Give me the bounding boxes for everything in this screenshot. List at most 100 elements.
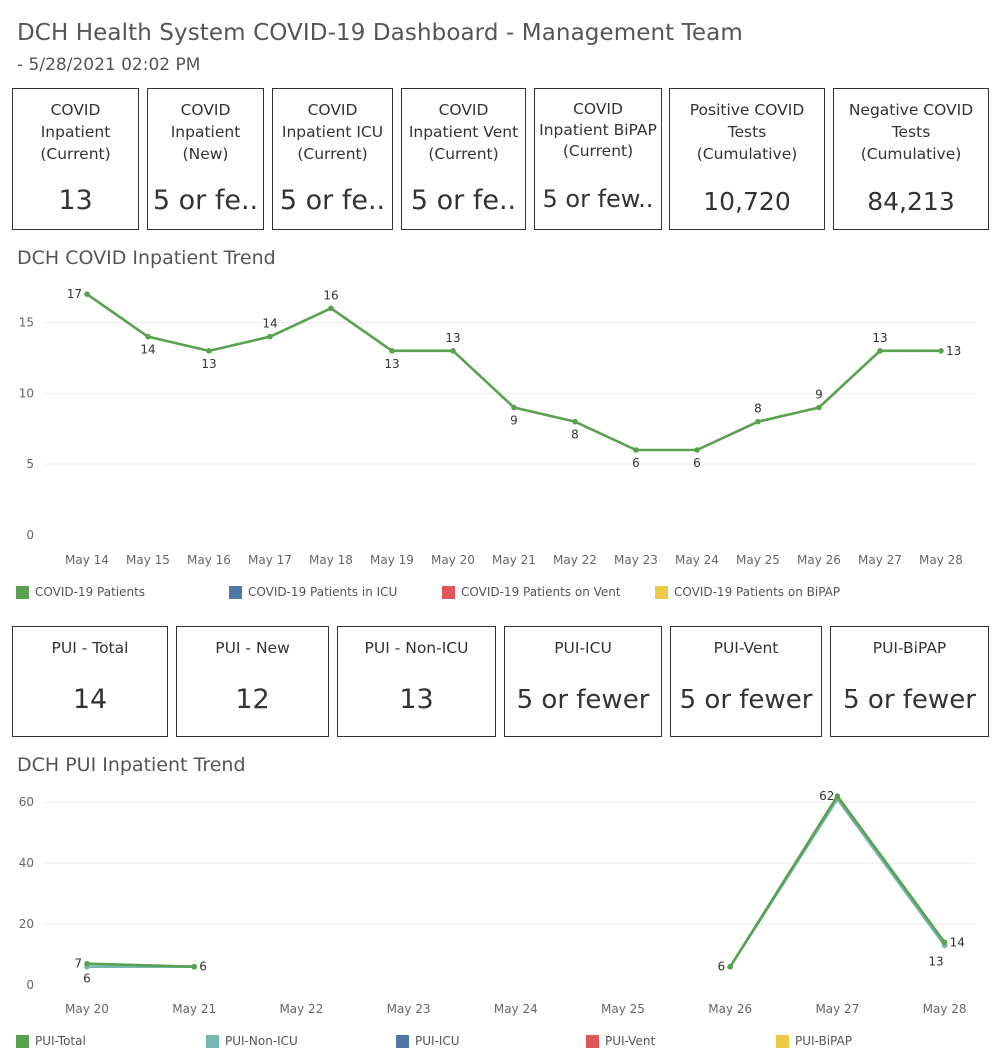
data-point[interactable] [389,348,395,354]
legend-item[interactable]: COVID-19 Patients [16,585,145,599]
data-point[interactable] [941,939,948,946]
data-label: 13 [928,954,943,968]
legend-item[interactable]: COVID-19 Patients in ICU [229,585,397,599]
kpi-value: 5 or fe.. [410,185,517,216]
kpi-value: 5 or few.. [542,185,654,213]
legend-item[interactable]: PUI-Total [16,1034,86,1048]
kpi-positive-tests[interactable]: Positive COVID Tests (Cumulative) 10,720 [669,88,825,230]
legend-label: PUI-ICU [415,1034,460,1048]
x-tick-label: May 21 [172,1002,216,1016]
data-point[interactable] [84,960,90,967]
data-point[interactable] [267,333,273,340]
legend-label: COVID-19 Patients [35,585,146,599]
legend-item[interactable]: PUI-Non-ICU [206,1034,298,1048]
data-point[interactable] [572,418,578,425]
data-label: 13 [872,331,887,345]
x-tick-label: May 27 [858,553,902,567]
legend-swatch [655,585,668,599]
kpi-covid-inpatient-vent[interactable]: COVID Inpatient Vent (Current) 5 or fe.. [401,88,526,230]
legend-item[interactable]: COVID-19 Patients on Vent [442,585,621,599]
x-tick-label: May 23 [614,553,658,567]
x-tick-label: May 22 [553,553,597,567]
legend-swatch [776,1034,789,1048]
kpi-pui-new[interactable]: PUI - New 12 [176,626,329,737]
legend-item[interactable]: COVID-19 Patients on BiPAP [655,585,840,599]
data-point[interactable] [633,447,639,453]
data-label: 62 [819,789,834,803]
x-tick-label: May 17 [248,553,292,567]
kpi-pui-total[interactable]: PUI - Total 14 [12,626,168,737]
data-label: 6 [693,456,701,470]
kpi-pui-vent[interactable]: PUI-Vent 5 or fewer [670,626,822,737]
kpi-label: COVID Inpatient (Current) [40,101,111,163]
data-label: 6 [718,960,726,974]
x-tick-label: May 26 [708,1002,752,1016]
legend-label: PUI-BiPAP [795,1034,852,1048]
x-tick-label: May 20 [65,1002,109,1016]
legend-item[interactable]: PUI-Vent [586,1034,655,1048]
x-tick-label: May 27 [815,1002,859,1016]
data-point[interactable] [877,348,883,354]
x-tick-label: May 20 [431,553,475,567]
kpi-label: Positive COVID Tests (Cumulative) [689,101,805,163]
covid-trend-legend: COVID-19 Patients COVID-19 Patients in IC… [0,585,1000,605]
series-line [729,794,946,968]
data-point[interactable] [755,418,761,425]
x-tick-label: May 22 [279,1002,323,1016]
x-tick-label: May 24 [494,1002,538,1016]
x-tick-label: May 24 [675,553,719,567]
legend-label: PUI-Total [35,1034,86,1048]
legend-swatch [16,585,29,599]
kpi-label: PUI - Non-ICU [364,639,469,657]
x-tick-label: May 26 [797,553,841,567]
data-point[interactable] [727,963,733,970]
y-tick-label: 0 [26,528,34,542]
data-point[interactable] [145,333,151,340]
data-point[interactable] [694,447,700,453]
x-tick-label: May 25 [601,1002,645,1016]
legend-label: PUI-Non-ICU [225,1034,298,1048]
data-label: 6 [83,972,91,986]
kpi-value: 5 or fe.. [279,185,386,216]
data-point[interactable] [938,348,944,354]
x-tick-label: May 21 [492,553,536,567]
kpi-pui-icu[interactable]: PUI-ICU 5 or fewer [504,626,662,737]
kpi-pui-bipap[interactable]: PUI-BiPAP 5 or fewer [830,626,989,737]
legend-label: COVID-19 Patients in ICU [248,585,398,599]
data-point[interactable] [816,404,822,411]
kpi-value: 5 or fe.. [152,185,259,216]
kpi-value: 5 or fewer [679,685,813,715]
x-tick-label: May 28 [919,553,963,567]
x-tick-label: May 14 [65,553,109,567]
data-point[interactable] [511,404,517,411]
data-point[interactable] [450,348,456,354]
legend-item[interactable]: PUI-ICU [396,1034,460,1048]
y-tick-label: 40 [19,856,34,870]
data-point[interactable] [328,305,334,312]
x-tick-label: May 28 [923,1002,967,1016]
data-point[interactable] [206,348,212,354]
data-point[interactable] [834,793,841,799]
legend-swatch [206,1034,219,1048]
kpi-label: PUI - Total [51,639,129,657]
kpi-covid-inpatient-new[interactable]: COVID Inpatient (New) 5 or fe.. [147,88,264,230]
kpi-negative-tests[interactable]: Negative COVID Tests (Cumulative) 84,213 [833,88,989,230]
legend-item[interactable]: PUI-BiPAP [776,1034,852,1048]
kpi-value: 13 [399,684,434,715]
data-label: 6 [632,456,640,470]
data-label: 7 [74,957,82,971]
pui-inpatient-trend-chart: 0 20 40 60 May 20 May 21 May 22 May 23 May 24 May… [19,789,975,1016]
kpi-pui-non-icu[interactable]: PUI - Non-ICU 13 [337,626,496,737]
pui-trend-legend: PUI-Total PUI-Non-ICU PUI-ICU PUI-Vent PUI-B… [0,1034,1000,1054]
kpi-label: COVID Inpatient (New) [170,101,241,163]
data-label: 13 [946,344,961,358]
kpi-covid-inpatient-current[interactable]: COVID Inpatient (Current) 13 [12,88,139,230]
data-label: 13 [384,357,399,371]
legend-label: COVID-19 Patients on BiPAP [674,585,841,599]
legend-swatch [229,585,242,599]
kpi-covid-inpatient-icu[interactable]: COVID Inpatient ICU (Current) 5 or fe.. [272,88,393,230]
kpi-covid-inpatient-bipap[interactable]: COVID Inpatient BiPAP (Current) 5 or few… [534,88,662,230]
data-point[interactable] [84,291,90,297]
data-point[interactable] [191,963,197,970]
kpi-label: COVID Inpatient ICU (Current) [281,101,384,163]
